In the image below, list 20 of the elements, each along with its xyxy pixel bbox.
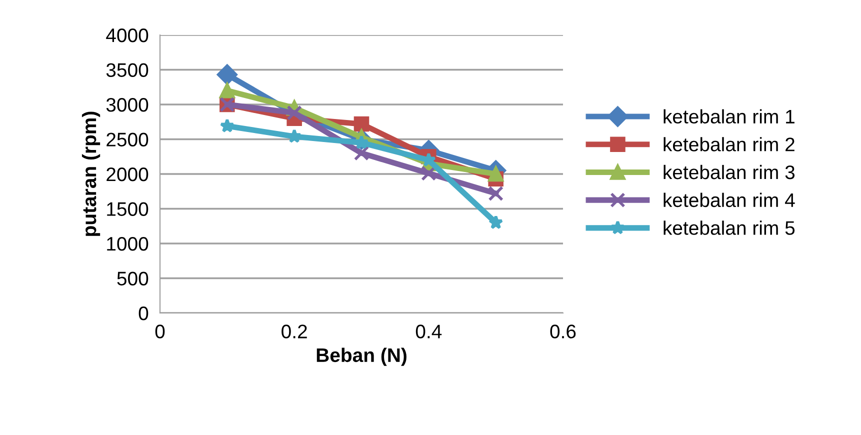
y-tick-label: 2000 [106, 167, 148, 182]
y-tick-label: 3000 [106, 98, 148, 112]
legend-label: ketebalan rim 2 [664, 137, 794, 152]
legend-label: ketebalan rim 1 [664, 109, 794, 124]
legend-label: ketebalan rim 3 [664, 164, 795, 180]
x-tick-label: 0.2 [282, 324, 307, 338]
x-tick-label: 0.4 [416, 324, 442, 338]
y-tick-label: 0 [138, 306, 148, 320]
x-tick-label: 0.6 [550, 324, 576, 338]
x-axis-title: Beban (N) [316, 348, 406, 366]
y-tick-label: 500 [117, 272, 148, 286]
y-tick-label: 4000 [106, 28, 148, 42]
y-tick-label: 1500 [107, 202, 148, 216]
y-tick-label: 1000 [107, 236, 148, 251]
legend-label: ketebalan rim 5 [664, 220, 795, 235]
y-tick-label: 2500 [106, 132, 148, 146]
legend-label: ketebalan rim 4 [664, 192, 795, 208]
y-axis-title: putaran (rpm) [82, 112, 100, 236]
y-tick-label: 3500 [106, 63, 148, 77]
x-tick-label: 0 [155, 324, 165, 338]
